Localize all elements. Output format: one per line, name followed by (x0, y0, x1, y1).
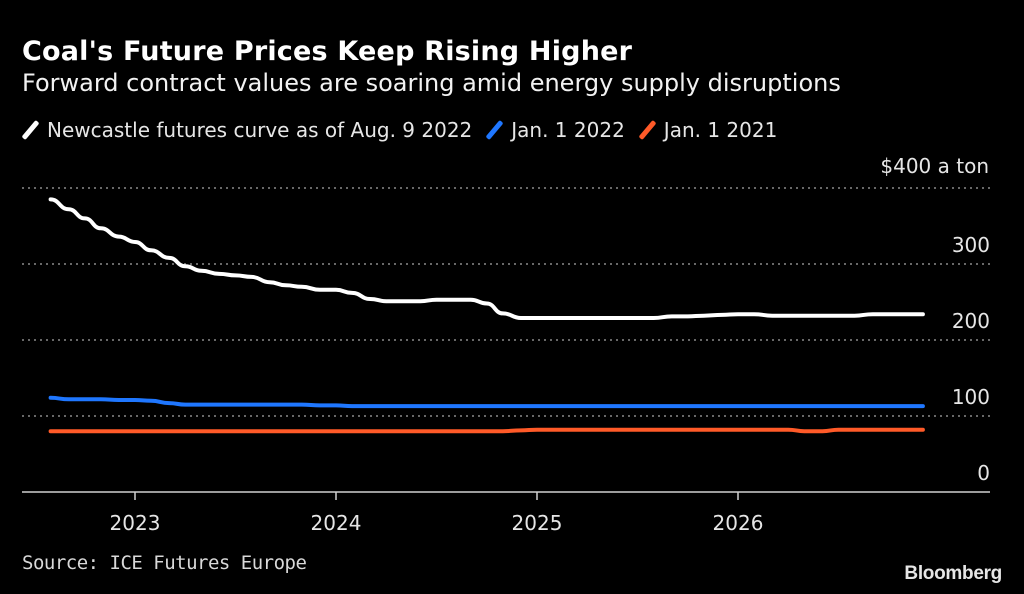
x-axis: 2023 2024 2025 2026 (22, 491, 990, 535)
chart-title: Coal's Future Prices Keep Rising Higher (22, 36, 633, 67)
chart-subtitle: Forward contract values are soaring amid… (22, 69, 841, 97)
series-line-jan-1-2022 (48, 395, 925, 409)
bloomberg-logo: Bloomberg (904, 563, 1002, 584)
legend-item-aug-2022: Newcastle futures curve as of Aug. 9 202… (21, 118, 473, 142)
y-tick-label: 300 (952, 233, 990, 257)
legend-item-jan-2022: Jan. 1 2022 (485, 118, 625, 142)
x-tick-label: 2026 (713, 511, 764, 535)
legend-label: Jan. 1 2022 (511, 118, 625, 142)
series-lines (48, 197, 925, 434)
gridlines (22, 187, 990, 417)
series-line-jan-1-2021 (48, 427, 925, 434)
y-tick-label: 100 (952, 385, 990, 409)
y-axis-unit-label: $400 a ton (880, 154, 989, 178)
y-axis-ticks: 0 100 200 300 (952, 233, 990, 485)
chart-legend: Newcastle futures curve as of Aug. 9 202… (21, 118, 791, 142)
legend-item-jan-2021: Jan. 1 2021 (638, 118, 778, 142)
y-tick-label: 0 (977, 461, 990, 485)
x-tick-label: 2025 (512, 511, 563, 535)
series-line-newcastle-futures-curve-as-of-aug-9-2022 (48, 197, 925, 320)
x-tick-label: 2023 (110, 511, 161, 535)
y-tick-label: 200 (952, 309, 990, 333)
source-note: Source: ICE Futures Europe (22, 552, 307, 574)
legend-label: Newcastle futures curve as of Aug. 9 202… (47, 118, 473, 142)
legend-label: Jan. 1 2021 (663, 118, 778, 142)
x-tick-label: 2024 (311, 511, 362, 535)
